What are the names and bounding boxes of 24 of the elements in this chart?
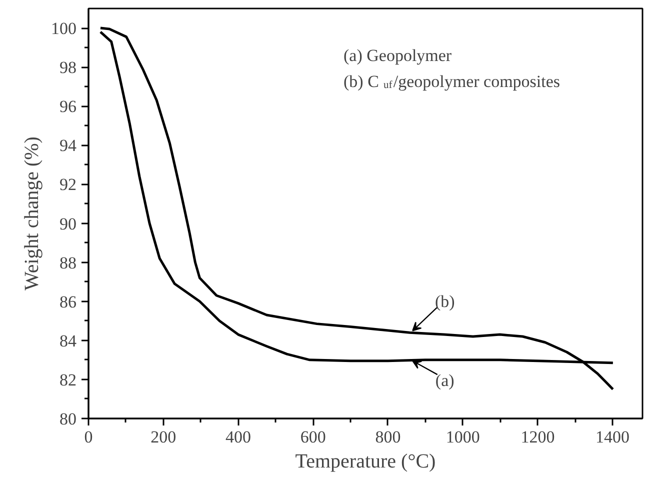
x-tick-label: 800 [375,428,401,446]
y-tick-label: 84 [60,331,77,350]
x-tick-label: 0 [84,428,93,446]
annotation: (a) Geopolymer [344,46,452,65]
annotation: (a) [435,370,454,390]
x-tick-label: 1000 [446,428,480,446]
x-axis-title: Temperature (°C) [295,450,436,472]
x-tick-label: 1400 [596,428,630,446]
y-tick-label: 92 [60,175,76,194]
annotation: (b) [434,292,455,311]
y-tick-label: 96 [60,97,76,116]
y-tick-label: 88 [60,253,76,272]
x-tick-label: 600 [300,428,326,446]
y-tick-label: 100 [51,19,76,38]
x-tick-label: 1200 [520,428,555,446]
y-tick-label: 94 [60,136,77,156]
y-tick-label: 86 [60,292,76,312]
y-tick-label: 98 [60,58,76,78]
y-axis-title: Weight change (%) [21,136,43,290]
y-tick-label: 80 [60,410,76,428]
x-tick-label: 400 [225,428,251,446]
y-tick-label: 90 [60,214,76,234]
y-tick-label: 82 [60,370,76,390]
x-tick-label: 200 [150,428,176,446]
